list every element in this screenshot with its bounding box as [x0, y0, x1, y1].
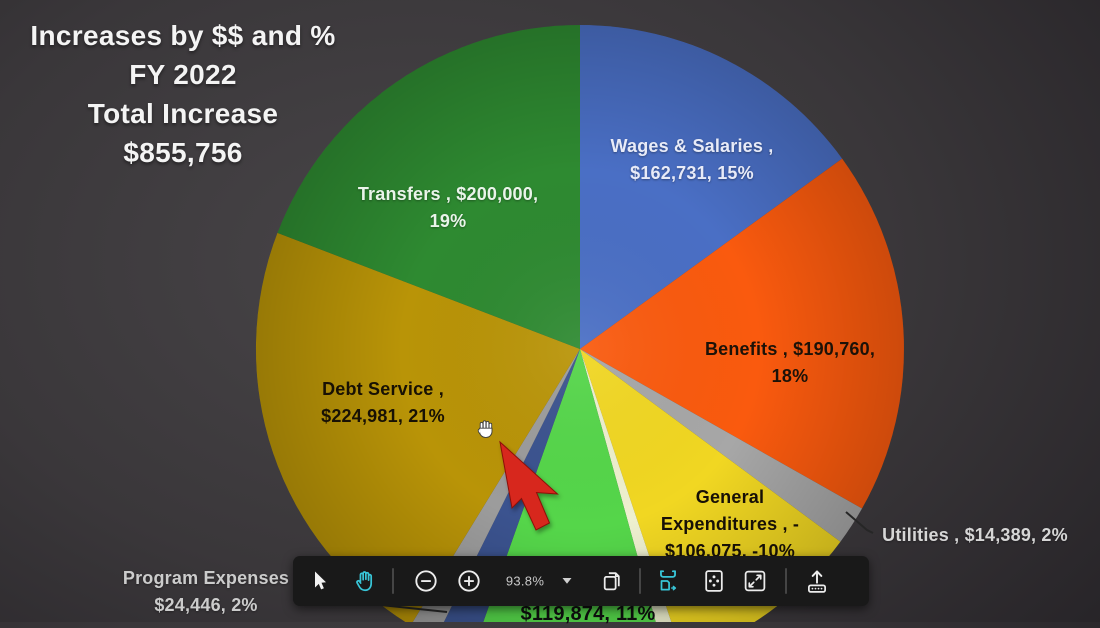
toolbar-divider	[639, 568, 641, 594]
zoom-out-icon	[415, 570, 437, 592]
expand-view-button[interactable]	[743, 569, 768, 594]
slide-title: Increases by $$ and % FY 2022 Total Incr…	[8, 16, 358, 172]
zoom-in-icon	[458, 570, 480, 592]
title-line-4: $855,756	[123, 137, 243, 168]
copy-page-button[interactable]	[600, 569, 625, 594]
zoom-in-button[interactable]	[457, 569, 482, 594]
page-options-button[interactable]	[702, 569, 727, 594]
fullscreen-expand-icon	[744, 570, 766, 592]
zoom-level-value[interactable]: 93.8%	[505, 573, 545, 589]
hand-tool-button[interactable]	[352, 568, 378, 594]
toolbar-divider	[785, 568, 787, 594]
title-line-3: Total Increase	[87, 98, 279, 129]
select-arrow-icon	[315, 571, 326, 590]
utilities-leader	[845, 511, 874, 534]
chevron-down-icon	[562, 578, 572, 584]
upload-icon	[808, 570, 826, 593]
select-tool-button[interactable]	[308, 569, 332, 593]
title-line-1: Increases by $$ and %	[30, 20, 336, 51]
viewer-toolbar: 93.8%	[293, 556, 869, 606]
hand-pan-icon	[356, 571, 373, 592]
reflow-mode-button[interactable]	[655, 568, 681, 594]
toolbar-divider	[392, 568, 394, 594]
zoom-level-dropdown[interactable]	[562, 578, 572, 585]
reflow-mode-icon	[660, 570, 677, 591]
zoom-out-button[interactable]	[414, 569, 439, 594]
title-line-2: FY 2022	[129, 59, 237, 90]
upload-button[interactable]	[804, 568, 830, 594]
copy-pages-icon	[603, 572, 620, 591]
page-dots-icon	[705, 570, 723, 592]
